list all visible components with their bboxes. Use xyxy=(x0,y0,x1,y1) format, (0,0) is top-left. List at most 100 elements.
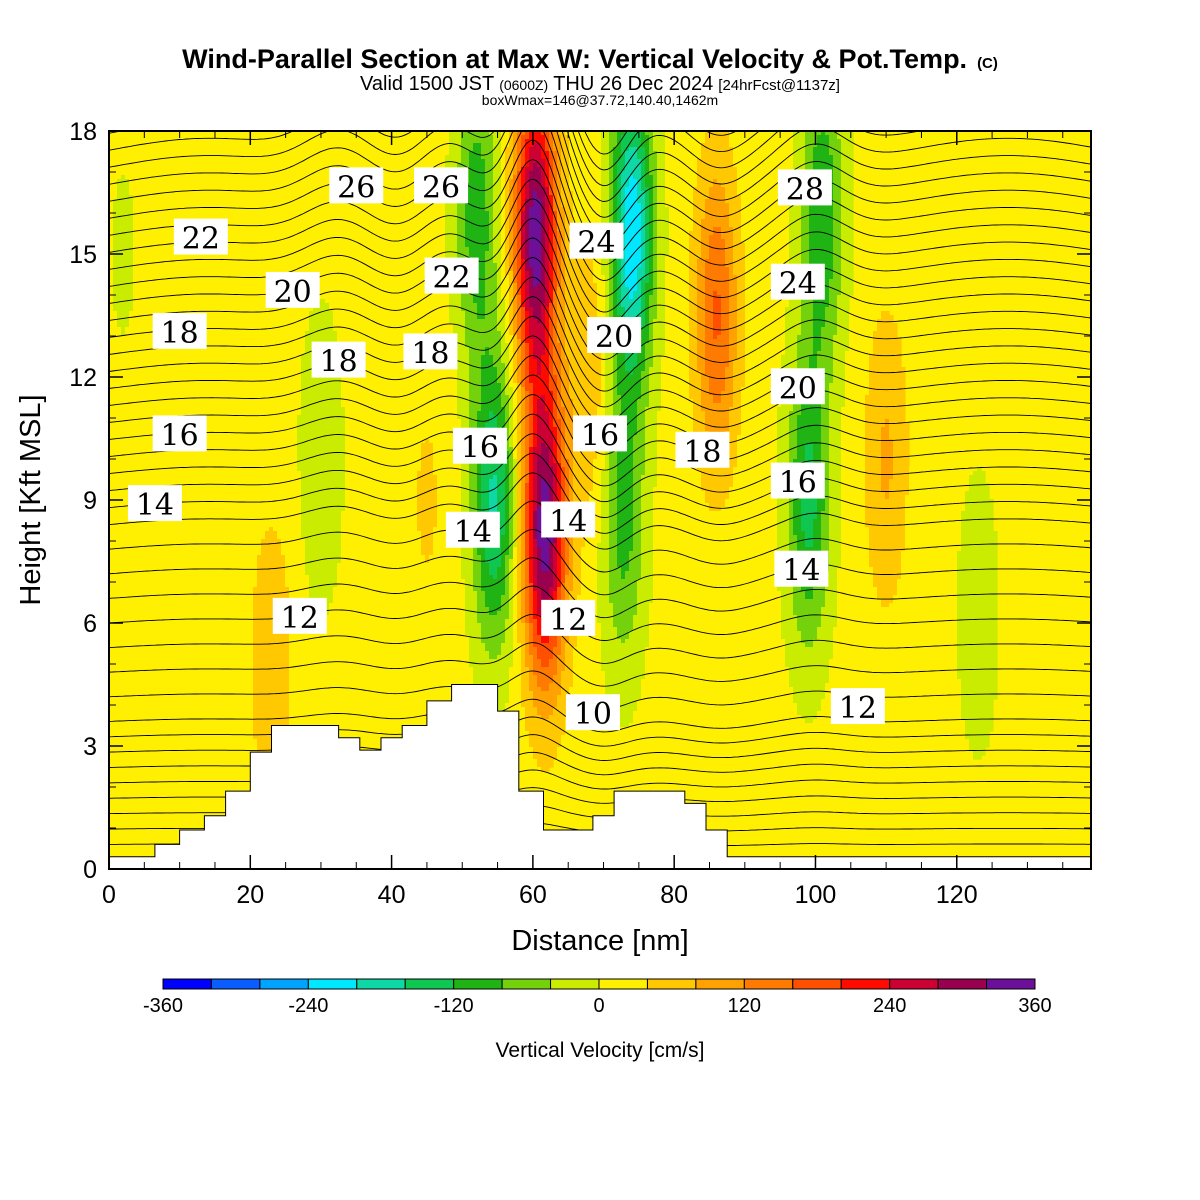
w-cell xyxy=(433,471,462,476)
w-cell xyxy=(557,131,566,136)
w-cell xyxy=(509,363,514,368)
w-cell xyxy=(597,291,606,296)
w-cell xyxy=(565,439,574,444)
w-cell xyxy=(573,491,590,496)
w-cell xyxy=(513,323,518,328)
w-cell xyxy=(625,195,638,200)
w-cell xyxy=(345,443,422,448)
w-cell xyxy=(465,579,474,584)
w-cell xyxy=(509,323,514,328)
w-cell xyxy=(617,527,634,532)
w-cell xyxy=(573,411,598,416)
w-cell xyxy=(833,239,842,244)
w-cell xyxy=(445,159,462,164)
w-cell xyxy=(537,423,550,428)
w-cell xyxy=(529,243,542,248)
w-cell xyxy=(489,211,494,216)
w-cell xyxy=(789,507,794,512)
w-cell xyxy=(513,535,518,540)
w-cell xyxy=(865,447,882,452)
w-cell xyxy=(525,587,530,592)
w-cell xyxy=(549,155,554,160)
w-cell xyxy=(833,351,846,356)
w-cell xyxy=(597,307,606,312)
w-cell xyxy=(733,259,746,264)
w-cell xyxy=(505,495,510,500)
w-cell xyxy=(553,419,562,424)
w-cell xyxy=(461,303,478,308)
w-cell xyxy=(529,487,534,492)
w-cell xyxy=(689,347,698,352)
w-cell xyxy=(549,247,554,252)
w-cell xyxy=(421,463,434,468)
w-cell xyxy=(501,347,510,352)
w-cell xyxy=(553,539,558,544)
w-cell xyxy=(621,283,626,288)
w-cell xyxy=(665,263,690,268)
w-cell xyxy=(825,463,830,468)
w-cell xyxy=(617,351,626,356)
w-cell xyxy=(653,487,702,492)
w-cell xyxy=(533,455,538,460)
w-cell xyxy=(517,359,522,364)
w-cell xyxy=(693,411,706,416)
w-cell xyxy=(565,263,594,268)
w-cell xyxy=(669,239,690,244)
w-cell xyxy=(573,551,582,556)
w-cell xyxy=(697,291,706,296)
w-cell xyxy=(505,579,510,584)
w-cell xyxy=(553,251,558,256)
w-cell xyxy=(525,371,530,376)
w-cell xyxy=(825,487,830,492)
w-cell xyxy=(633,487,642,492)
w-cell xyxy=(825,467,830,472)
w-cell xyxy=(653,287,658,292)
w-cell xyxy=(625,187,638,192)
w-cell xyxy=(109,139,450,144)
w-cell xyxy=(841,207,854,212)
w-cell xyxy=(533,563,538,568)
w-cell xyxy=(521,295,526,300)
w-cell xyxy=(277,535,302,540)
w-cell xyxy=(461,159,470,164)
w-cell xyxy=(501,359,510,364)
w-cell xyxy=(533,415,538,420)
w-cell xyxy=(637,419,646,424)
w-cell xyxy=(881,471,894,476)
w-cell xyxy=(553,579,558,584)
w-cell xyxy=(841,147,854,152)
w-cell xyxy=(549,347,554,352)
w-cell xyxy=(525,215,530,220)
w-cell xyxy=(541,279,546,284)
w-cell xyxy=(557,315,566,320)
w-cell xyxy=(513,499,518,504)
w-cell xyxy=(689,259,698,264)
w-cell xyxy=(645,191,650,196)
w-cell xyxy=(657,475,702,480)
w-cell xyxy=(637,415,646,420)
w-cell xyxy=(517,167,522,172)
w-cell xyxy=(777,515,790,520)
w-cell xyxy=(705,207,730,212)
w-cell xyxy=(617,259,622,264)
w-cell xyxy=(425,439,430,444)
w-cell xyxy=(625,267,638,272)
w-cell xyxy=(609,579,638,584)
w-cell xyxy=(529,247,542,252)
w-cell xyxy=(829,531,842,536)
w-cell xyxy=(517,239,522,244)
w-cell xyxy=(341,371,458,376)
w-cell xyxy=(297,455,346,460)
w-cell xyxy=(565,331,598,336)
w-cell xyxy=(841,235,854,240)
w-cell xyxy=(881,487,890,492)
w-cell xyxy=(617,467,634,472)
w-cell xyxy=(109,511,302,516)
w-cell xyxy=(525,535,530,540)
w-cell xyxy=(533,431,538,436)
w-cell xyxy=(813,443,822,448)
w-cell xyxy=(433,451,462,456)
w-cell xyxy=(341,403,458,408)
w-cell xyxy=(517,447,522,452)
w-cell xyxy=(809,243,834,248)
